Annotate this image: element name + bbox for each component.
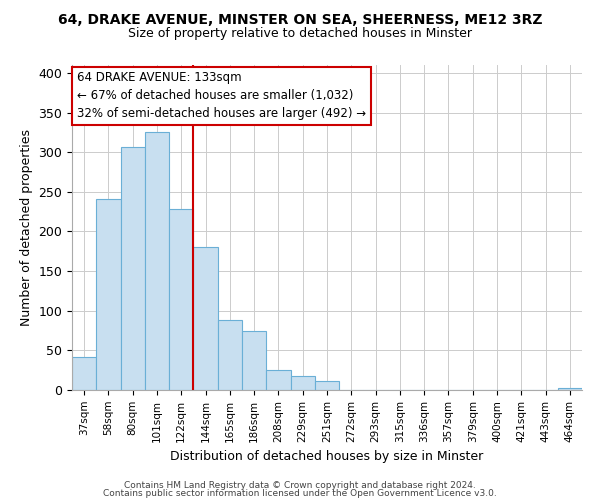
- Text: 64 DRAKE AVENUE: 133sqm
← 67% of detached houses are smaller (1,032)
32% of semi: 64 DRAKE AVENUE: 133sqm ← 67% of detache…: [77, 72, 366, 120]
- Bar: [290, 376, 315, 390]
- Bar: [121, 148, 145, 390]
- Bar: [169, 210, 193, 390]
- Bar: [315, 382, 339, 390]
- Text: Contains HM Land Registry data © Crown copyright and database right 2024.: Contains HM Land Registry data © Crown c…: [124, 481, 476, 490]
- Bar: [72, 356, 96, 390]
- Text: Size of property relative to detached houses in Minster: Size of property relative to detached ho…: [128, 28, 472, 40]
- Bar: [193, 246, 218, 390]
- Bar: [218, 320, 242, 390]
- Bar: [145, 132, 169, 390]
- X-axis label: Distribution of detached houses by size in Minster: Distribution of detached houses by size …: [170, 450, 484, 463]
- Bar: [242, 330, 266, 390]
- Y-axis label: Number of detached properties: Number of detached properties: [20, 129, 33, 326]
- Text: 64, DRAKE AVENUE, MINSTER ON SEA, SHEERNESS, ME12 3RZ: 64, DRAKE AVENUE, MINSTER ON SEA, SHEERN…: [58, 12, 542, 26]
- Bar: [558, 388, 582, 390]
- Text: Contains public sector information licensed under the Open Government Licence v3: Contains public sector information licen…: [103, 488, 497, 498]
- Bar: [266, 370, 290, 390]
- Bar: [96, 199, 121, 390]
